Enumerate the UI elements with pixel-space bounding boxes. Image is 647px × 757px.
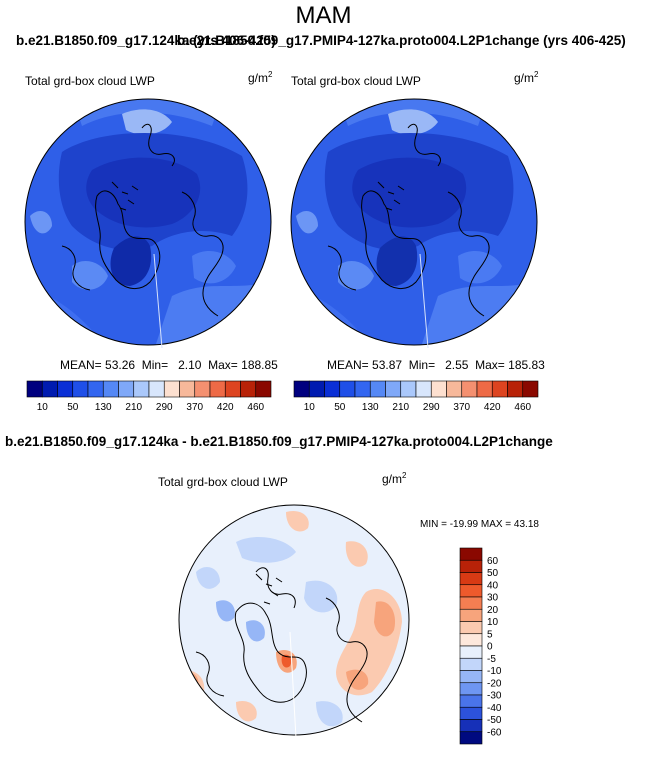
left-colorbar-swatch	[194, 380, 211, 398]
left-colorbar-swatch	[179, 380, 196, 398]
right-colorbar-swatch	[491, 380, 508, 398]
left-colorbar-swatch	[102, 380, 119, 398]
left-colorbar: 10 50 130 210 290 370 420 460	[26, 380, 272, 413]
right-colorbar-swatch	[522, 380, 539, 398]
right-colorbar-swatch	[369, 380, 386, 398]
left-colorbar-swatch	[118, 380, 135, 398]
right-colorbar-swatch	[385, 380, 402, 398]
diff-minmax-label: MIN = -19.99 MAX = 43.18	[420, 519, 539, 530]
difference-colorbar-swatch	[459, 670, 483, 684]
left-colorbar-swatch	[57, 380, 74, 398]
right-colorbar-swatch	[308, 380, 325, 398]
right-panel-title: Total grd-box cloud LWP	[291, 74, 421, 88]
left-polar-map	[24, 98, 272, 349]
right-colorbar-swatch	[354, 380, 371, 398]
difference-title: b.e21.B1850.f09_g17.124ka - b.e21.B1850.…	[5, 434, 553, 449]
right-colorbar-tick-label: 130	[362, 402, 379, 413]
difference-colorbar-swatch	[459, 608, 483, 622]
difference-colorbar-swatch	[459, 706, 483, 720]
left-panel-units: g/m2	[248, 70, 273, 85]
right-polar-map	[290, 98, 538, 349]
difference-colorbar-swatch	[459, 572, 483, 586]
left-colorbar-swatch	[224, 380, 241, 398]
difference-colorbar-tick-label: -20	[487, 678, 502, 689]
difference-colorbar-swatch	[459, 559, 483, 573]
right-colorbar-tick-label: 290	[423, 402, 440, 413]
difference-colorbar-tick-label: 20	[487, 605, 499, 616]
right-colorbar: 10 50 130 210 290 370 420 460	[293, 380, 539, 413]
difference-polar-map	[178, 504, 410, 739]
difference-colorbar-tick-label: 50	[487, 568, 499, 579]
left-colorbar-swatch	[72, 380, 89, 398]
difference-colorbar-tick-label: -50	[487, 715, 502, 726]
right-panel-units: g/m2	[514, 70, 539, 85]
right-colorbar-swatch	[415, 380, 432, 398]
right-colorbar-swatch	[476, 380, 493, 398]
left-colorbar-swatch	[148, 380, 165, 398]
right-colorbar-swatch	[430, 380, 447, 398]
diff-panel-units: g/m2	[382, 471, 407, 486]
difference-colorbar-swatch	[459, 694, 483, 708]
difference-colorbar-tick-label: 30	[487, 593, 499, 604]
difference-colorbar-tick-label: -5	[487, 654, 496, 665]
difference-colorbar-swatch	[459, 731, 483, 745]
difference-colorbar-tick-label: -40	[487, 703, 502, 714]
difference-colorbar-swatch	[459, 682, 483, 696]
difference-colorbar-swatch	[459, 547, 483, 561]
difference-colorbar-swatch	[459, 719, 483, 733]
left-colorbar-tick-label: 210	[125, 402, 142, 413]
difference-colorbar-tick-label: 0	[487, 642, 493, 653]
difference-colorbar-tick-label: 5	[487, 629, 493, 640]
left-colorbar-tick-label: 130	[95, 402, 112, 413]
difference-colorbar-tick-label: 10	[487, 617, 499, 628]
difference-colorbar-tick-label: -60	[487, 727, 502, 738]
left-colorbar-swatch	[26, 380, 43, 398]
right-panel-stats: MEAN= 53.87 Min= 2.55 Max= 185.83	[327, 358, 545, 372]
left-colorbar-swatch	[133, 380, 150, 398]
left-colorbar-tick-label: 420	[217, 402, 234, 413]
right-colorbar-tick-label: 10	[304, 402, 316, 413]
season-title: MAM	[295, 2, 352, 29]
difference-colorbar-swatch	[459, 633, 483, 647]
left-colorbar-tick-label: 10	[37, 402, 49, 413]
right-colorbar-swatch	[446, 380, 463, 398]
right-colorbar-tick-label: 370	[453, 402, 470, 413]
right-run-title: b.e21.B1850.f09_g17.PMIP4-127ka.proto004…	[177, 33, 626, 48]
left-colorbar-tick-label: 290	[156, 402, 173, 413]
right-colorbar-swatch	[339, 380, 356, 398]
left-colorbar-swatch	[255, 380, 272, 398]
difference-colorbar-swatch	[459, 596, 483, 610]
left-colorbar-swatch	[87, 380, 104, 398]
left-panel-title: Total grd-box cloud LWP	[25, 74, 155, 88]
left-panel-stats: MEAN= 53.26 Min= 2.10 Max= 188.85	[60, 358, 278, 372]
right-colorbar-tick-label: 210	[392, 402, 409, 413]
left-colorbar-swatch	[163, 380, 180, 398]
right-colorbar-swatch	[293, 380, 310, 398]
right-colorbar-tick-label: 460	[514, 402, 531, 413]
left-colorbar-tick-label: 370	[186, 402, 203, 413]
diff-panel-title: Total grd-box cloud LWP	[158, 475, 288, 489]
left-colorbar-tick-label: 50	[67, 402, 79, 413]
difference-colorbar-tick-label: 40	[487, 580, 499, 591]
left-colorbar-tick-label: 460	[247, 402, 264, 413]
right-colorbar-swatch	[461, 380, 478, 398]
right-colorbar-swatch	[400, 380, 417, 398]
left-colorbar-swatch	[240, 380, 257, 398]
difference-colorbar-swatch	[459, 657, 483, 671]
right-colorbar-tick-label: 420	[484, 402, 501, 413]
difference-colorbar-tick-label: 60	[487, 556, 499, 567]
right-colorbar-swatch	[324, 380, 341, 398]
difference-colorbar-swatch	[459, 584, 483, 598]
right-colorbar-tick-label: 50	[334, 402, 346, 413]
difference-colorbar-swatch	[459, 621, 483, 635]
difference-colorbar-tick-label: -30	[487, 691, 502, 702]
right-colorbar-swatch	[507, 380, 524, 398]
left-run-title: b.e21.B1850.f09_g17.124ka (yrs 406-425)	[16, 33, 276, 48]
difference-colorbar-tick-label: -10	[487, 666, 502, 677]
difference-colorbar-swatch	[459, 645, 483, 659]
left-colorbar-swatch	[41, 380, 58, 398]
left-colorbar-swatch	[209, 380, 226, 398]
